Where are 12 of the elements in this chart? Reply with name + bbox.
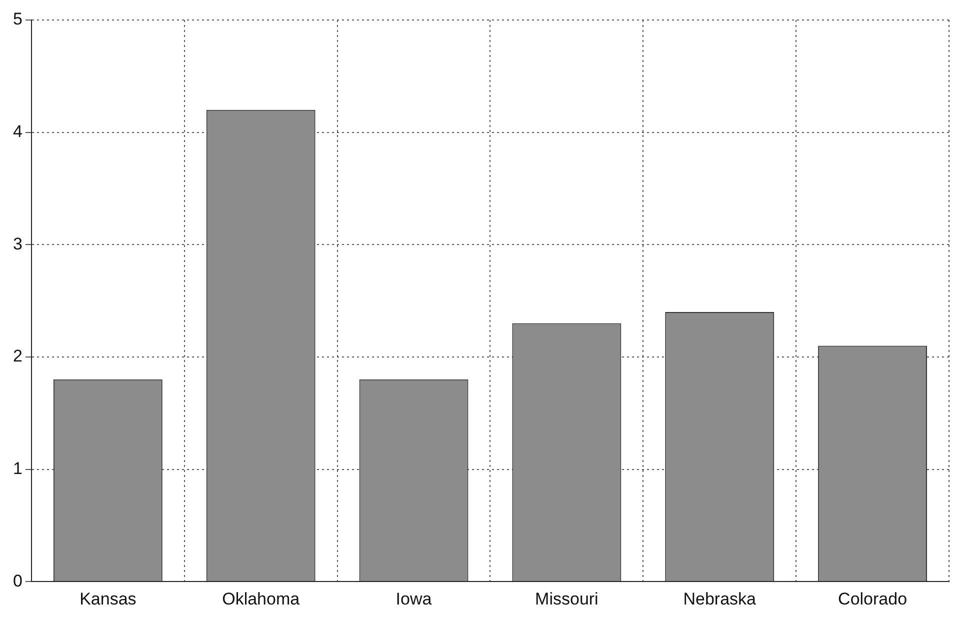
y-tick-label: 5	[12, 10, 22, 29]
y-tick-label: 4	[12, 122, 22, 142]
x-tick-label: Nebraska	[683, 589, 757, 608]
x-tick-label: Missouri	[535, 589, 598, 608]
x-tick-label: Oklahoma	[222, 589, 300, 608]
x-tick-label: Colorado	[838, 589, 908, 608]
y-tick-label: 1	[12, 458, 22, 478]
y-tick-label: 3	[12, 234, 22, 254]
y-tick-label: 0	[12, 571, 22, 590]
y-tick-label: 2	[12, 346, 22, 366]
x-tick-label: Kansas	[80, 589, 136, 608]
x-tick-label: Iowa	[396, 589, 432, 608]
